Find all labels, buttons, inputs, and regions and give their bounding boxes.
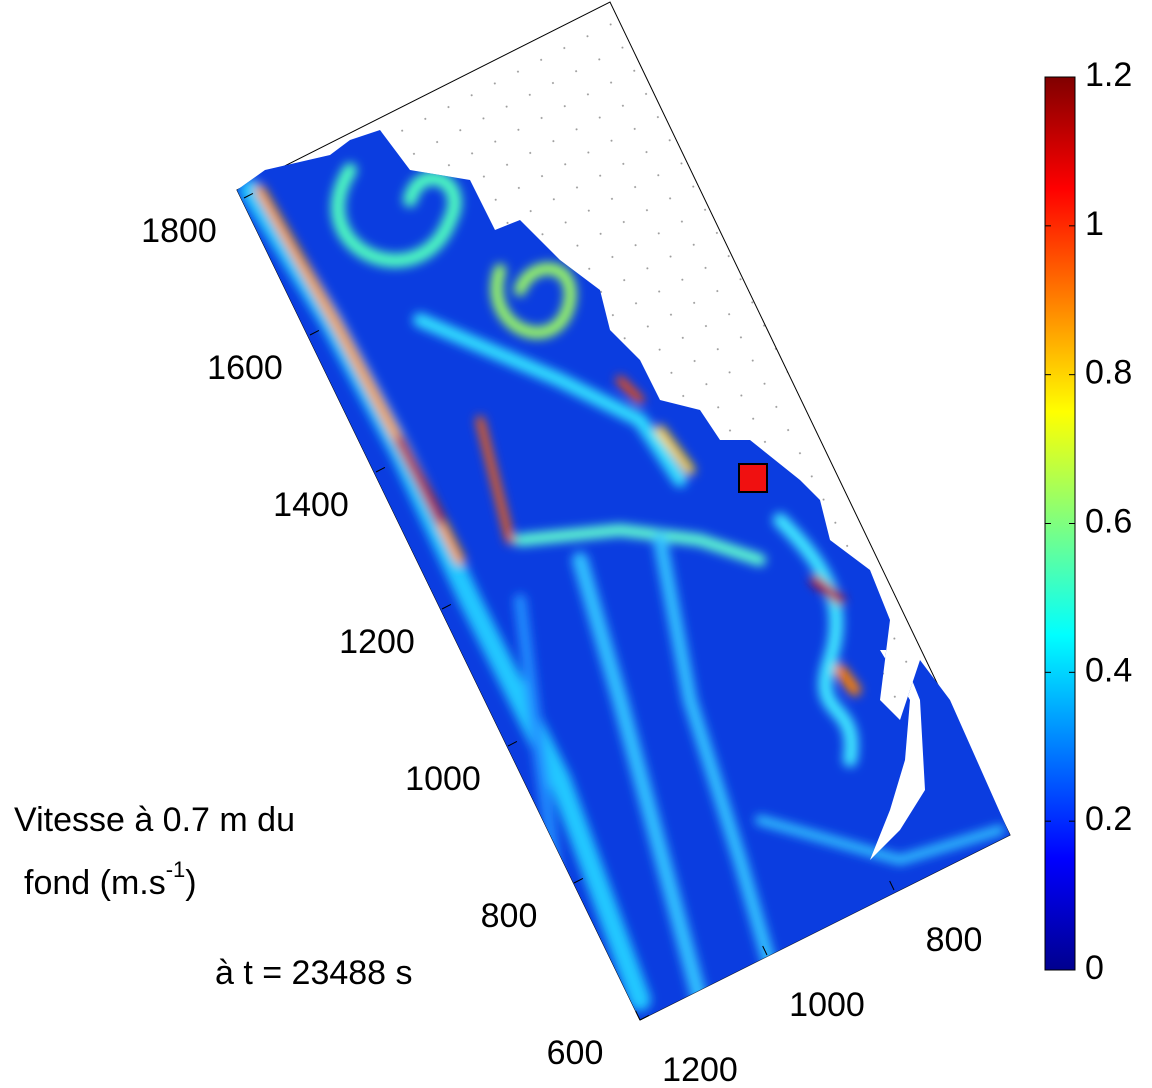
- colorbar-tick-label: 0.8: [1085, 354, 1132, 392]
- y-tick: [243, 192, 254, 199]
- x-tick-label: 1000: [789, 986, 865, 1024]
- annotation: ): [185, 864, 196, 902]
- annotation: fond (m.s: [24, 864, 166, 902]
- y-tick-label: 1600: [207, 349, 283, 387]
- y-tick: [507, 740, 518, 747]
- colorbar-tick-label: 0.2: [1085, 800, 1132, 838]
- y-tick-label: 600: [547, 1034, 604, 1072]
- x-tick: [635, 1010, 641, 1021]
- y-tick: [309, 329, 320, 336]
- annotation: Vitesse à 0.7 m du: [14, 801, 295, 839]
- x-tick: [889, 880, 895, 891]
- y-tick: [573, 877, 584, 884]
- time-label: à t = 23488 s: [215, 954, 413, 992]
- y-tick: [375, 466, 386, 473]
- x-tick-label: 1200: [662, 1051, 738, 1088]
- y-tick-label: 1000: [405, 760, 481, 798]
- location-marker: [738, 463, 768, 493]
- x-tick: [762, 945, 768, 956]
- colorbar-tick-label: 0.4: [1085, 651, 1132, 689]
- y-tick-label: 1400: [273, 486, 349, 524]
- colorbar-tick-label: 0.6: [1085, 502, 1132, 540]
- x-tick-label: 800: [926, 921, 983, 959]
- colorbar-tick-label: 1: [1085, 205, 1104, 243]
- y-tick-label: 800: [481, 897, 538, 935]
- y-tick: [639, 1014, 650, 1021]
- colorbar-tick-label: 0: [1085, 949, 1104, 987]
- y-tick: [441, 603, 452, 610]
- map: [236, 1, 1011, 1021]
- colorbar-tick-label: 1.2: [1085, 56, 1132, 94]
- y-tick-label: 1200: [339, 623, 415, 661]
- annotation-exponent: -1: [166, 857, 186, 882]
- annotation: fond (m.s-1): [24, 857, 197, 902]
- y-tick-label: 1800: [141, 212, 217, 250]
